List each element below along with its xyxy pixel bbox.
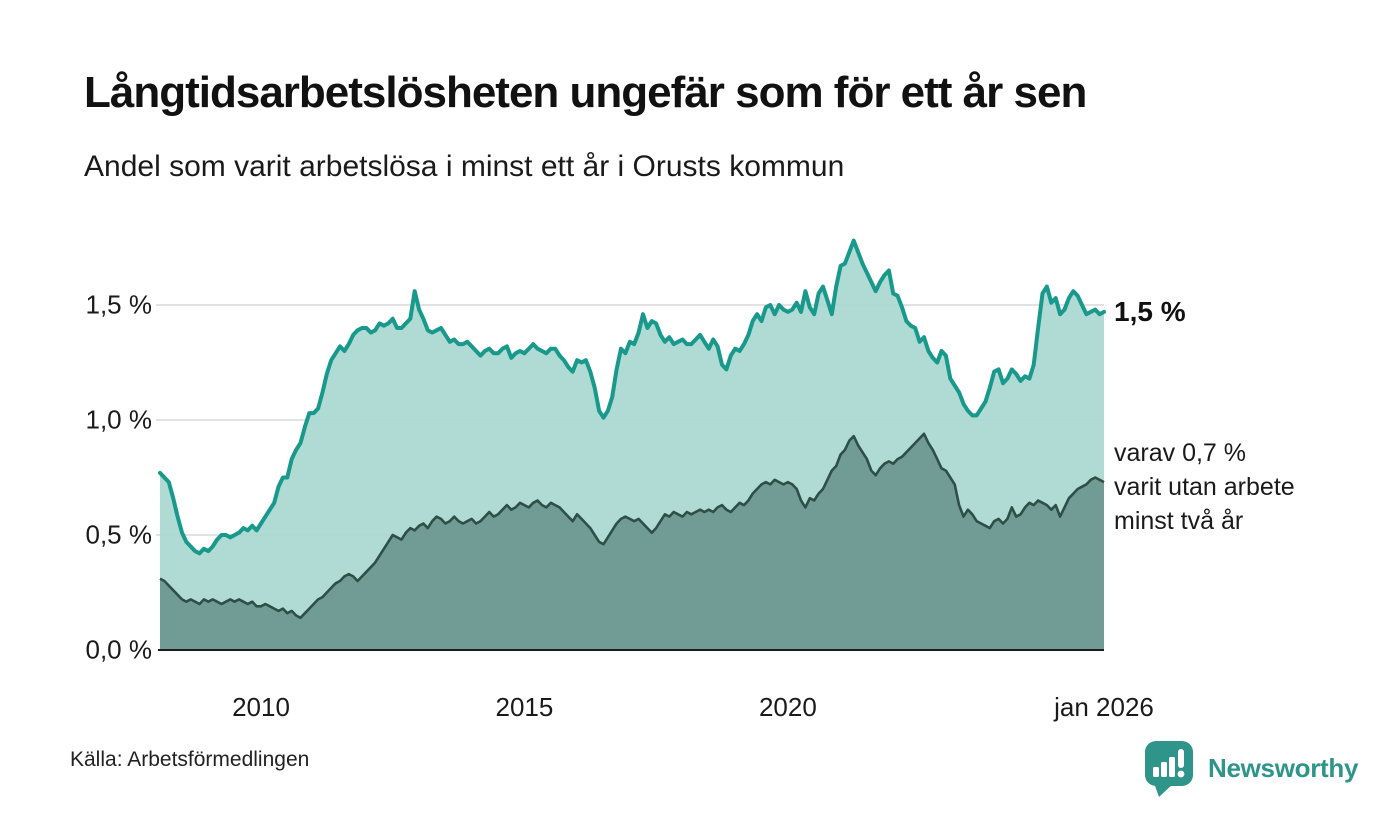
brand-wordmark: Newsworthy [1208, 752, 1359, 783]
x-tick-label: jan 2026 [1054, 692, 1154, 722]
annotation-line-2: varit utan arbete [1114, 473, 1295, 501]
annotation-line-1: varav 0,7 % [1114, 439, 1247, 467]
x-tick-label: 2015 [495, 692, 554, 722]
y-tick-label: 1,0 % [85, 404, 153, 435]
line-min-one-year [158, 238, 1106, 556]
line-min-two-years [159, 432, 1105, 620]
chart-subtitle: Andel som varit arbetslösa i minst ett å… [84, 150, 845, 183]
x-tick-label: 2020 [758, 692, 817, 722]
newsworthy-icon [1145, 741, 1193, 797]
y-tick-label: 0,5 % [85, 519, 153, 550]
x-tick-label: 2010 [232, 692, 290, 722]
brand-logo: Newsworthy [1144, 740, 1358, 798]
annotation-line-3: minst två år [1114, 507, 1244, 535]
chart-title: Långtidsarbetslösheten ungefär som för e… [84, 68, 1087, 117]
y-tick-label: 1,5 % [85, 289, 153, 320]
source-note: Källa: Arbetsförmedlingen [70, 748, 310, 771]
end-value-label: 1,5 % [1114, 296, 1186, 327]
y-tick-label: 0,0 % [85, 634, 153, 665]
series-two-annotation: varav 0,7 % varit utan arbete minst två … [1114, 436, 1295, 538]
area-fill-min-two-years [160, 433, 1104, 650]
